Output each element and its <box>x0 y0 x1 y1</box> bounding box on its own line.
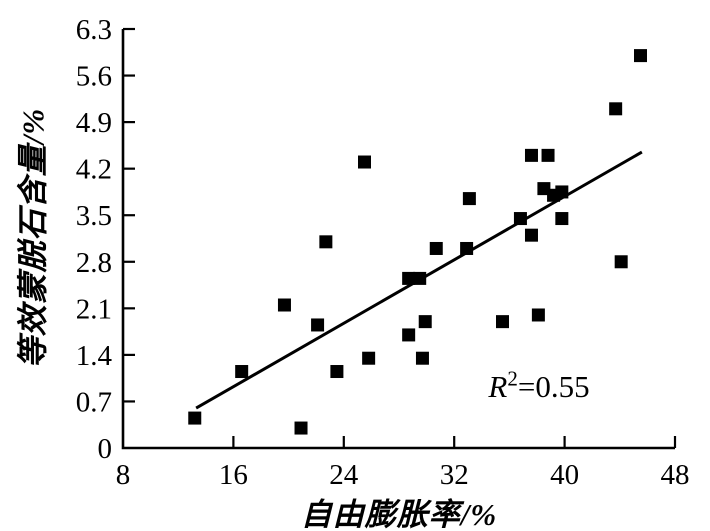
x-tick-label: 24 <box>329 459 359 491</box>
data-point <box>277 298 291 312</box>
data-point <box>188 411 202 425</box>
data-point <box>235 365 249 379</box>
data-point <box>402 328 416 342</box>
data-point <box>609 102 623 116</box>
data-point <box>413 271 427 285</box>
y-tick-label: 3.5 <box>76 200 112 232</box>
data-point <box>415 351 429 365</box>
data-point <box>541 148 555 162</box>
data-point <box>614 255 628 269</box>
r-squared-exponent: 2 <box>507 366 518 391</box>
data-point <box>294 421 308 435</box>
data-point <box>513 212 527 226</box>
data-point <box>429 241 443 255</box>
x-tick-label: 8 <box>116 459 131 491</box>
y-tick-label: 4.2 <box>76 154 112 186</box>
y-tick-label: 2.8 <box>76 247 112 279</box>
data-point <box>311 318 325 332</box>
y-tick-label: 0 <box>98 433 113 465</box>
r-squared-annotation: R2=0.55 <box>488 366 590 405</box>
x-tick-label: 32 <box>440 459 469 491</box>
axes-frame <box>121 29 675 450</box>
data-point <box>319 235 333 249</box>
data-point <box>462 192 476 206</box>
data-point <box>362 351 376 365</box>
data-point <box>402 271 416 285</box>
y-tick-label: 1.4 <box>76 340 113 372</box>
y-tick-label: 4.9 <box>76 107 112 139</box>
data-point <box>524 148 538 162</box>
y-tick-label: 2.1 <box>76 293 112 325</box>
data-point <box>634 49 647 63</box>
x-tick-label: 48 <box>661 459 690 491</box>
y-tick-label: 5.6 <box>76 61 112 93</box>
r-squared-value: =0.55 <box>517 369 590 404</box>
y-tick-label: 6.3 <box>76 14 112 46</box>
y-axis-title: 等效蒙脱石含量/% <box>15 107 51 369</box>
r-squared-symbol: R <box>488 369 508 404</box>
data-point <box>418 315 432 329</box>
data-point <box>460 241 474 255</box>
data-point <box>358 155 371 169</box>
x-axis-title: 自由膨胀率/% <box>300 497 498 531</box>
data-point <box>524 228 538 242</box>
x-tick-label: 16 <box>219 459 248 491</box>
data-point <box>531 308 545 322</box>
data-point <box>330 365 344 379</box>
data-point <box>555 185 569 199</box>
data-point <box>496 315 509 329</box>
y-tick-label: 0.7 <box>76 386 112 418</box>
data-point <box>555 212 569 226</box>
x-tick-label: 40 <box>550 459 579 491</box>
